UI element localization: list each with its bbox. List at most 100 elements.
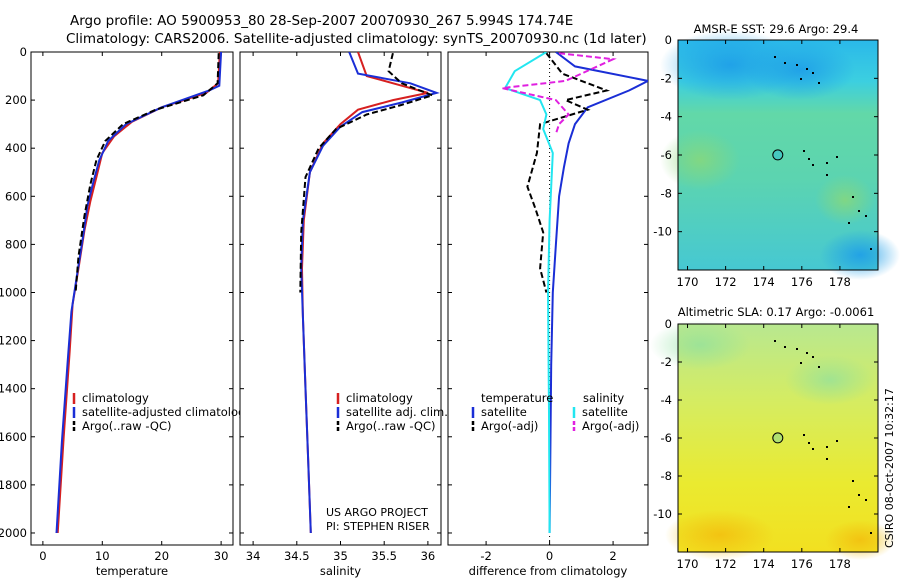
x-tick-label: 35 <box>333 549 348 563</box>
sla-low-region <box>650 320 750 370</box>
y-tick-label: 400 <box>5 141 27 155</box>
sla-high-region <box>665 510 775 560</box>
island-dot <box>812 164 814 166</box>
difference-legend: temperature salinitysatelliteArgo(-adj)sa… <box>471 391 639 433</box>
sla-map-panel: Altimetric SLA: 0.17 Argo: -0.0061 170 17… <box>650 305 895 571</box>
temperature-xlabel: temperature <box>96 564 168 578</box>
y-tick-label: -6 <box>661 431 672 445</box>
legend-label: Argo(-adj) <box>582 419 639 433</box>
salinity-axes-box <box>239 51 442 546</box>
island-dot <box>812 448 814 450</box>
argo-float-marker <box>772 149 784 161</box>
y-tick-label: 200 <box>5 93 27 107</box>
island-dot <box>826 446 828 448</box>
sst-island-dots <box>774 56 872 250</box>
legend-label: satellite <box>481 405 527 419</box>
x-tick-label: 170 <box>677 275 699 289</box>
island-dot <box>870 532 872 534</box>
island-dot <box>848 222 850 224</box>
sst-warm-region <box>660 130 740 190</box>
x-tick-label: 36 <box>421 549 436 563</box>
difference-series-salinity-argo-adj <box>501 52 617 135</box>
legend-label: climatology <box>82 391 149 405</box>
y-tick-label: 600 <box>5 189 27 203</box>
x-tick-label: 0 <box>39 549 46 563</box>
island-dot <box>818 366 820 368</box>
x-tick-label: 174 <box>753 275 775 289</box>
y-tick-label: -10 <box>653 225 672 239</box>
x-tick-label: 176 <box>791 275 813 289</box>
island-dot <box>774 340 776 342</box>
island-dot <box>808 442 810 444</box>
difference-series-salinity-satellite <box>503 52 554 534</box>
difference-xlabel: difference from climatology <box>469 564 628 578</box>
salinity-xlabel: salinity <box>320 564 361 578</box>
island-dot <box>796 348 798 350</box>
temperature-series-argo-raw-qc <box>74 53 220 293</box>
pi-credit: PI: STEPHEN RISER <box>326 520 430 533</box>
island-dot <box>800 362 802 364</box>
x-tick-label: 0 <box>546 549 553 563</box>
sla-low-region <box>785 355 875 405</box>
x-tick-label: 35.5 <box>371 549 397 563</box>
island-dot <box>796 64 798 66</box>
island-dot <box>865 499 867 501</box>
timestamp-stamp: CSIRO 08-Oct-2007 10:32:17 <box>883 388 896 548</box>
y-tick-label: 800 <box>5 237 27 251</box>
island-dot <box>848 506 850 508</box>
project-credit: US ARGO PROJECT <box>326 506 428 519</box>
legend-label: Argo(..raw -QC) <box>346 419 436 433</box>
y-tick-label: -4 <box>661 393 672 407</box>
temperature-panel: 0 10 20 30 0 200 400 600 800 1000 1200 1400 1600 1800… <box>0 45 252 578</box>
island-dot <box>803 434 805 436</box>
island-dot <box>836 156 838 158</box>
y-tick-label: -8 <box>661 469 672 483</box>
x-tick-label: 170 <box>677 557 699 571</box>
difference-series-temperature-satellite <box>548 52 648 534</box>
y-tick-label: 0 <box>665 33 672 47</box>
island-dot <box>812 72 814 74</box>
y-tick-label: -4 <box>661 110 672 124</box>
x-tick-label: 174 <box>753 557 775 571</box>
salinity-series-argo-raw-qc <box>299 52 436 293</box>
sla-map-title: Altimetric SLA: 0.17 Argo: -0.0061 <box>678 305 875 319</box>
y-tick-label: 2000 <box>0 526 27 540</box>
y-tick-label: 1200 <box>0 334 27 348</box>
salinity-series-satellite-adj-clim <box>300 52 440 534</box>
salinity-panel: 34 34.5 35 35.5 36 salinity climatologysatelli… <box>239 51 448 578</box>
x-tick-label: 176 <box>791 557 813 571</box>
y-tick-label: 0 <box>20 45 27 59</box>
y-tick-label: -8 <box>661 186 672 200</box>
sst-warm-region <box>815 175 875 225</box>
island-dot <box>858 494 860 496</box>
island-dot <box>784 346 786 348</box>
y-tick-label: -10 <box>653 507 672 521</box>
sst-map-panel: AMSR-E SST: 29.6 Argo: 29.4 170 172 174 176… <box>653 22 900 289</box>
sla-island-dots <box>774 340 872 534</box>
island-dot <box>808 158 810 160</box>
x-tick-label: 34 <box>246 549 261 563</box>
y-tick-label: 1600 <box>0 430 27 444</box>
temperature-axes-box <box>30 51 234 546</box>
x-tick-label: 178 <box>829 275 851 289</box>
x-tick-label: 30 <box>214 549 229 563</box>
difference-series-temperature-argo-adj <box>526 52 611 293</box>
legend-label: satellite-adjusted climatology <box>82 405 252 419</box>
island-dot <box>812 356 814 358</box>
x-tick-label: 2 <box>609 549 616 563</box>
island-dot <box>784 62 786 64</box>
y-tick-label: 1000 <box>0 285 27 299</box>
header-line2: Climatology: CARS2006. Satellite-adjuste… <box>66 31 647 47</box>
island-dot <box>826 458 828 460</box>
header-line1: Argo profile: AO 5900953_80 28-Sep-2007 … <box>70 13 573 29</box>
temperature-series-satellite-adjusted-climatology <box>55 52 223 534</box>
x-tick-label: -2 <box>480 549 491 563</box>
island-dot <box>818 82 820 84</box>
y-tick-label: 0 <box>665 317 672 331</box>
island-dot <box>800 78 802 80</box>
island-dot <box>806 352 808 354</box>
island-dot <box>774 56 776 58</box>
